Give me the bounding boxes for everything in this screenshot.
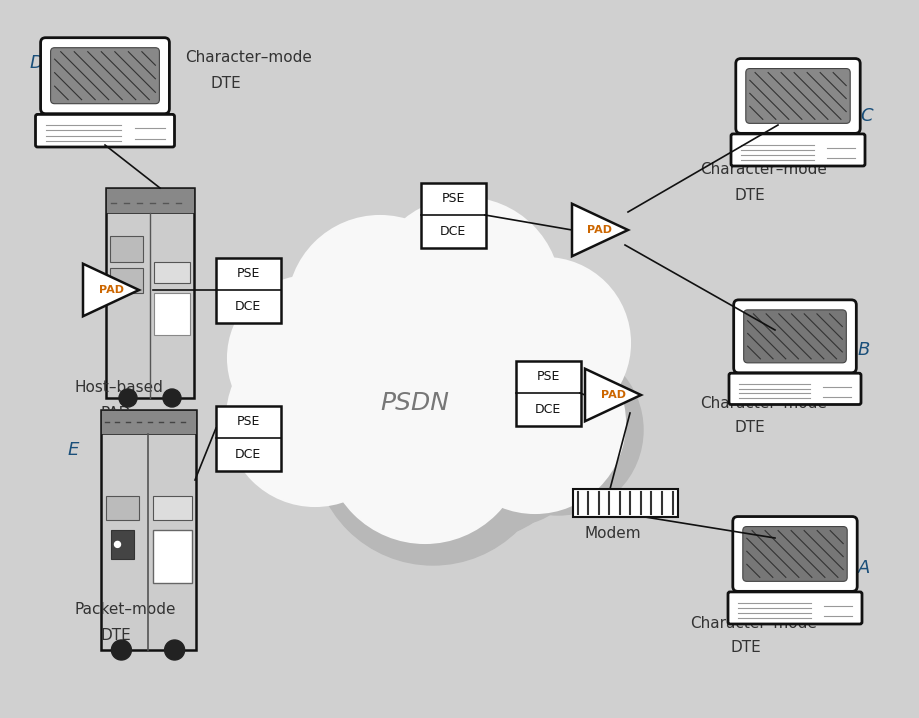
Circle shape	[473, 345, 643, 515]
Circle shape	[233, 345, 393, 505]
Text: DCE: DCE	[440, 225, 466, 238]
Bar	[215, 406, 280, 470]
Circle shape	[163, 389, 181, 407]
Text: Character–mode: Character–mode	[700, 396, 827, 411]
FancyBboxPatch shape	[36, 114, 175, 147]
Bar	[110, 236, 143, 261]
Circle shape	[298, 330, 488, 520]
Circle shape	[370, 198, 560, 388]
FancyBboxPatch shape	[733, 300, 857, 373]
Circle shape	[165, 640, 185, 660]
Text: PAD: PAD	[98, 285, 123, 295]
Text: DCE: DCE	[235, 448, 261, 461]
Bar	[215, 258, 280, 322]
Text: DTE: DTE	[210, 75, 241, 90]
Circle shape	[288, 216, 472, 400]
Text: DTE: DTE	[100, 628, 130, 643]
Text: Packet–mode: Packet–mode	[75, 602, 176, 617]
Circle shape	[325, 343, 525, 543]
FancyBboxPatch shape	[51, 47, 159, 103]
Bar	[110, 530, 134, 559]
Text: E: E	[68, 441, 79, 459]
Text: C: C	[860, 107, 873, 125]
Bar	[154, 293, 190, 335]
Bar	[106, 188, 194, 398]
Polygon shape	[572, 204, 628, 256]
Bar	[153, 496, 191, 521]
Text: DCE: DCE	[535, 403, 562, 416]
Text: DTE: DTE	[735, 187, 766, 202]
Circle shape	[228, 276, 392, 440]
Circle shape	[313, 325, 553, 565]
FancyBboxPatch shape	[40, 38, 169, 113]
Circle shape	[460, 258, 630, 428]
Text: D: D	[30, 54, 44, 72]
Text: Character–mode: Character–mode	[185, 50, 312, 65]
Bar	[421, 182, 485, 248]
FancyBboxPatch shape	[729, 373, 861, 404]
Text: A: A	[858, 559, 870, 577]
Text: PSDN: PSDN	[380, 391, 449, 415]
Bar	[106, 188, 194, 213]
Bar	[106, 496, 139, 521]
Text: B: B	[858, 341, 870, 359]
FancyBboxPatch shape	[743, 526, 847, 582]
Text: Character–mode: Character–mode	[700, 162, 827, 177]
Text: PSE: PSE	[236, 267, 260, 280]
FancyBboxPatch shape	[728, 592, 862, 624]
Circle shape	[443, 385, 583, 525]
Circle shape	[111, 640, 131, 660]
FancyBboxPatch shape	[736, 59, 860, 134]
Bar	[153, 530, 191, 583]
Text: PAD: PAD	[587, 225, 612, 235]
Bar	[110, 268, 143, 293]
Text: Host–based: Host–based	[75, 381, 164, 396]
Text: Modem: Modem	[585, 526, 641, 541]
Text: PAD: PAD	[600, 390, 626, 400]
Circle shape	[115, 541, 120, 547]
Text: Character–mode: Character–mode	[690, 615, 817, 630]
Text: PSE: PSE	[537, 370, 560, 383]
Text: PSE: PSE	[441, 192, 465, 205]
Text: DTE: DTE	[730, 640, 761, 656]
Text: DTE: DTE	[735, 421, 766, 436]
Bar	[573, 489, 677, 517]
Circle shape	[119, 389, 137, 407]
Bar	[100, 410, 196, 650]
Text: PAD: PAD	[100, 406, 130, 421]
Bar	[100, 410, 196, 434]
Circle shape	[363, 320, 583, 540]
FancyBboxPatch shape	[743, 310, 846, 363]
Circle shape	[227, 330, 403, 506]
Text: DCE: DCE	[235, 299, 261, 313]
FancyBboxPatch shape	[732, 516, 857, 592]
FancyBboxPatch shape	[746, 68, 850, 123]
Polygon shape	[585, 369, 641, 421]
Bar	[154, 261, 190, 282]
FancyBboxPatch shape	[731, 134, 865, 166]
Circle shape	[445, 333, 625, 513]
Bar	[516, 360, 581, 426]
Polygon shape	[83, 264, 139, 316]
Text: PSE: PSE	[236, 415, 260, 428]
